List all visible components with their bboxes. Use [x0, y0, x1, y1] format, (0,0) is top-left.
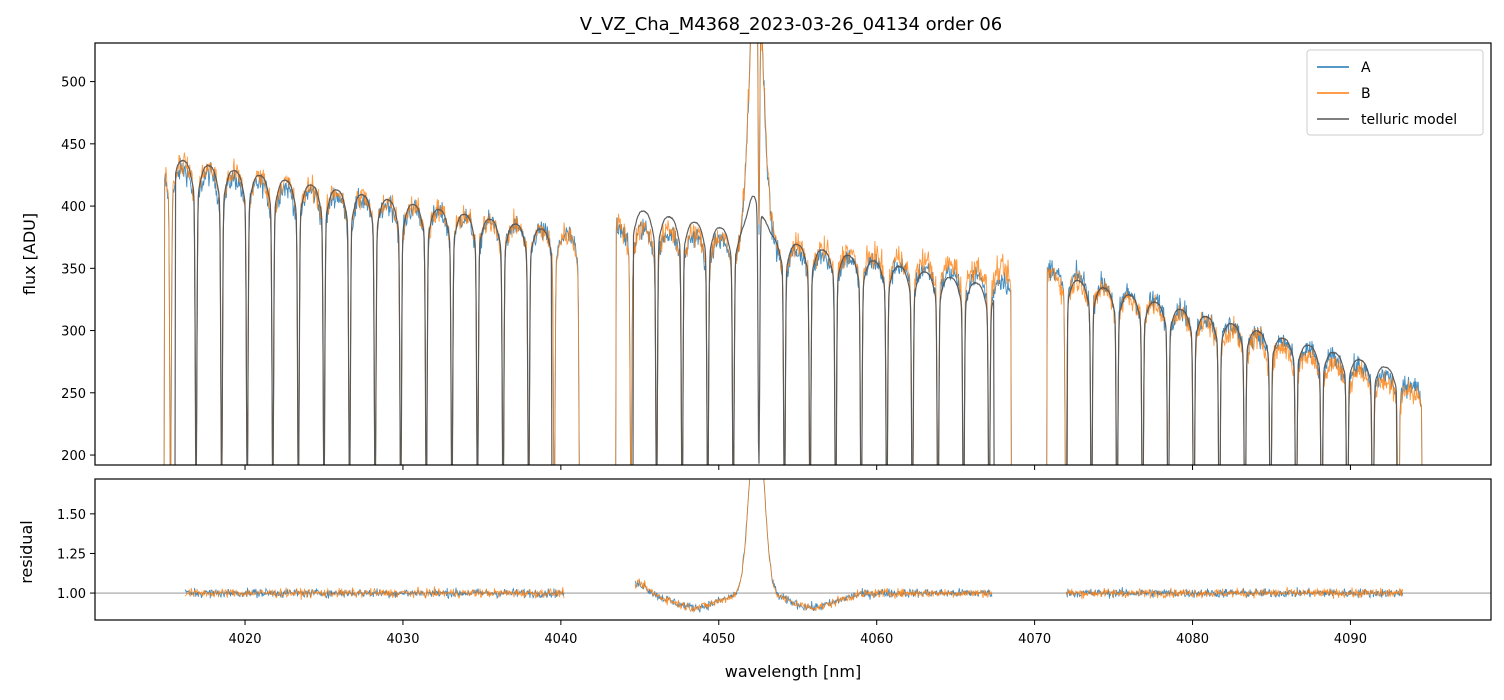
legend-label-b: B: [1361, 86, 1371, 102]
flux-panel-frame: [94, 42, 1492, 466]
residual-ylabel: residual: [17, 520, 36, 583]
residual-axis-ticks: 1.00 1.25 1.50 4020 4030 4040 4050 4060 4070 4080…: [57, 508, 1367, 647]
residual-ytick-label: 1.25: [57, 547, 86, 562]
flux-ylabel: flux [ADU]: [20, 213, 39, 295]
series-b-line: [1046, 267, 1423, 465]
residual-ytick-label: 1.00: [57, 587, 86, 602]
xtick-label: 4030: [386, 632, 419, 647]
flux-axis-ticks: 200 250 300 350 400 450 500: [61, 76, 1351, 470]
flux-plot-area: [163, 43, 1423, 465]
flux-ytick-label: 200: [61, 449, 86, 464]
residual-a-line: [184, 587, 565, 600]
series-telluric-model-line: [174, 159, 553, 465]
residual-b-line: [184, 586, 565, 600]
chart-title: V_VZ_Cha_M4368_2023-03-26_04134 order 06: [580, 14, 1003, 35]
xtick-label: 4020: [228, 632, 261, 647]
flux-ytick-label: 250: [61, 387, 86, 402]
residual-b-line: [1065, 586, 1403, 600]
series-b-line: [163, 152, 580, 465]
legend-label-telluric: telluric model: [1361, 112, 1457, 128]
xtick-label: 4070: [1018, 632, 1051, 647]
xtick-label: 4060: [860, 632, 893, 647]
xtick-label: 4090: [1334, 632, 1367, 647]
flux-ytick-label: 500: [61, 76, 86, 91]
series-telluric-model-line: [632, 195, 995, 465]
legend-label-a: A: [1361, 60, 1371, 76]
flux-ytick-label: 300: [61, 325, 86, 340]
series-telluric-model-line: [1066, 279, 1398, 465]
residual-panel-frame: [94, 478, 1492, 621]
legend: A B telluric model: [1306, 49, 1484, 136]
flux-ytick-label: 350: [61, 262, 86, 277]
residual-ytick-label: 1.50: [57, 508, 86, 523]
legend-box: [1306, 49, 1484, 136]
flux-ytick-label: 400: [61, 200, 86, 215]
xtick-label: 4050: [702, 632, 735, 647]
xtick-label: 4080: [1176, 632, 1209, 647]
residual-plot-area: [95, 479, 1491, 613]
residual-b-line: [634, 479, 993, 613]
xtick-label: 4040: [544, 632, 577, 647]
xlabel: wavelength [nm]: [725, 662, 862, 681]
flux-ytick-label: 450: [61, 138, 86, 153]
